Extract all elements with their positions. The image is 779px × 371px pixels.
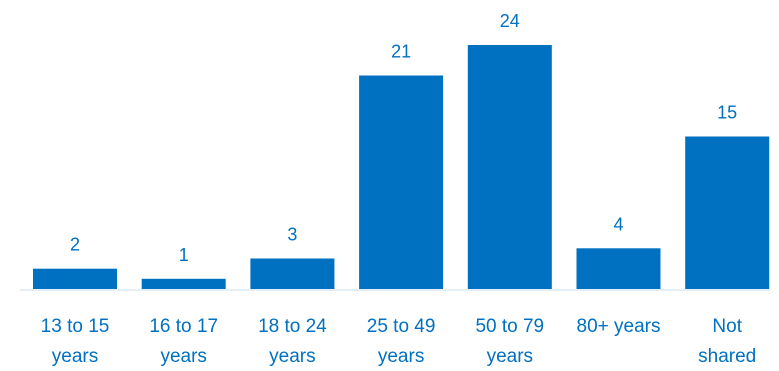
bar-value-label-3: 21: [391, 42, 411, 62]
x-tick-label-6: Not shared: [698, 316, 756, 367]
x-tick-label-5: 80+ years: [577, 316, 661, 337]
x-tick-label-line: years: [52, 346, 98, 367]
x-tick-label-2: 18 to 24 years: [258, 316, 327, 367]
x-tick-label-line: 80+ years: [577, 316, 661, 337]
bar-2: [250, 258, 335, 289]
x-tick-label-4: 50 to 79 years: [475, 316, 544, 367]
bar-value-label-5: 4: [613, 214, 623, 234]
x-tick-label-line: Not: [712, 316, 742, 337]
bar-value-label-2: 3: [287, 225, 297, 245]
bar-value-label-0: 2: [70, 235, 80, 255]
x-tick-label-line: years: [269, 346, 315, 367]
x-tick-label-line: years: [378, 346, 424, 367]
x-tick-label-3: 25 to 49 years: [367, 316, 436, 367]
x-tick-label-line: years: [160, 346, 206, 367]
x-tick-label-line: shared: [698, 346, 756, 367]
bar-4: [467, 45, 552, 289]
x-tick-label-0: 13 to 15 years: [41, 316, 110, 367]
x-tick-label-line: 16 to 17: [149, 316, 218, 337]
x-tick-label-line: 13 to 15: [41, 316, 110, 337]
bar-0: [33, 268, 117, 289]
bar-6: [685, 136, 770, 289]
bar-value-label-4: 24: [500, 11, 520, 31]
bar-value-label-1: 1: [179, 245, 189, 265]
bar-value-label-6: 15: [717, 103, 737, 123]
x-tick-label-line: 50 to 79: [475, 316, 544, 337]
bar-3: [359, 75, 444, 289]
x-tick-label-line: 25 to 49: [367, 316, 436, 337]
x-tick-label-line: years: [487, 346, 533, 367]
bars-group: [33, 45, 770, 289]
x-tick-label-line: 18 to 24: [258, 316, 327, 337]
x-tick-label-1: 16 to 17 years: [149, 316, 218, 367]
bar-1: [141, 278, 226, 289]
bar-5: [576, 248, 661, 289]
